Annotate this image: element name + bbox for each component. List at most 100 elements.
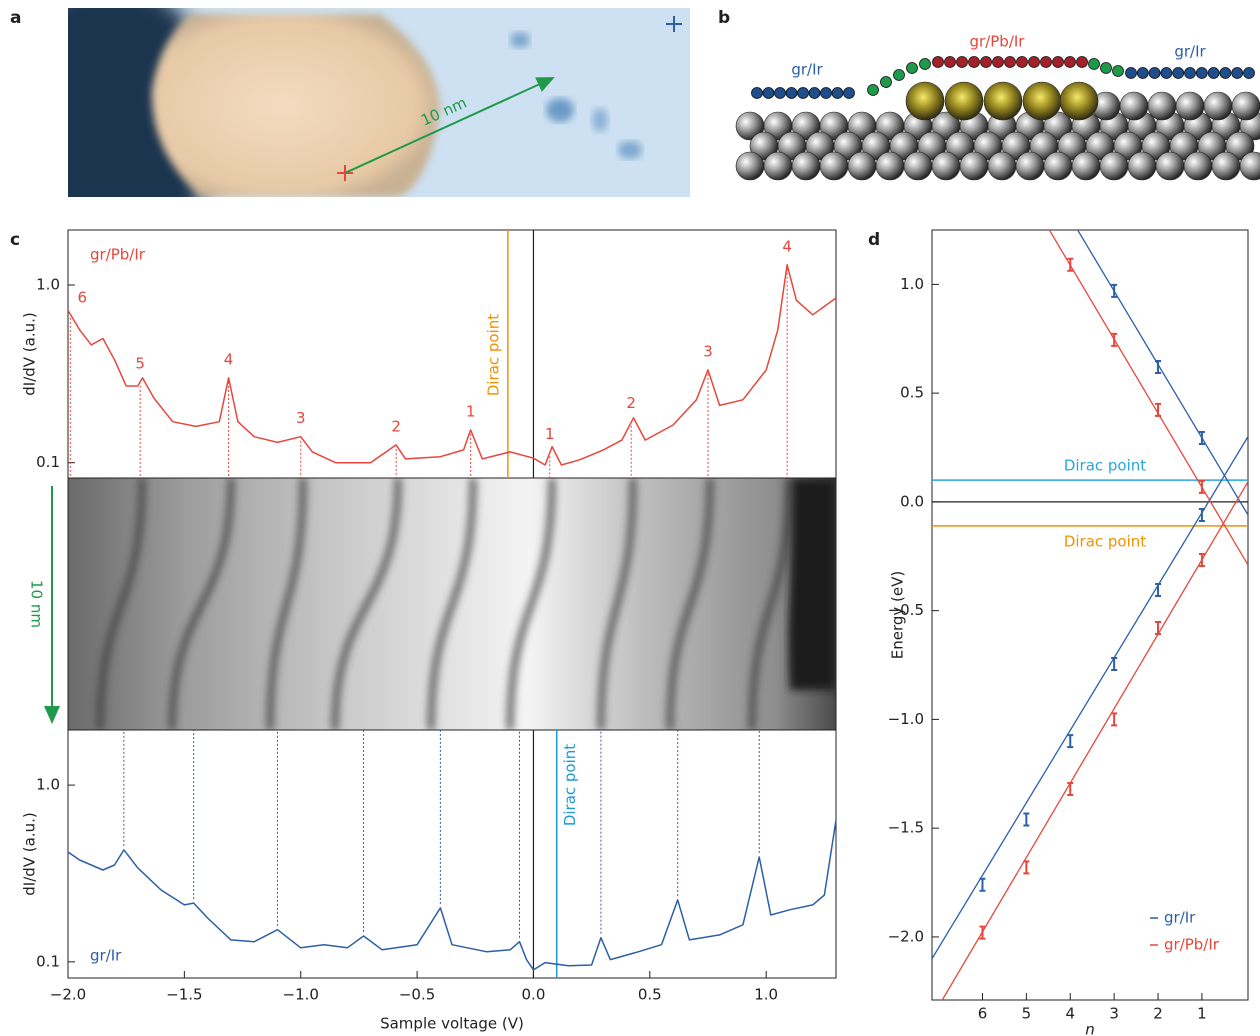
data-point bbox=[1155, 622, 1161, 634]
data-point bbox=[1023, 813, 1029, 825]
carbon bbox=[1244, 68, 1255, 79]
dirac-label: Dirac point bbox=[1064, 532, 1146, 550]
atom bbox=[1128, 152, 1156, 180]
carbon bbox=[993, 57, 1004, 68]
x-tick-label: −1.0 bbox=[283, 986, 319, 1004]
peak-label: 6 bbox=[78, 288, 88, 306]
peak-label: 3 bbox=[296, 409, 306, 427]
carbon bbox=[1017, 57, 1028, 68]
atom bbox=[1060, 82, 1098, 120]
carbon bbox=[1149, 68, 1160, 79]
x-tick-label: 6 bbox=[978, 1005, 988, 1023]
plot-frame bbox=[68, 230, 836, 478]
peak-label: 4 bbox=[782, 237, 792, 255]
x-tick-label: 5 bbox=[1022, 1005, 1032, 1023]
panel-label: c bbox=[10, 230, 20, 250]
peak-label: 5 bbox=[135, 354, 145, 372]
y-tick-label: 1.0 bbox=[36, 276, 60, 294]
carbon bbox=[1137, 68, 1148, 79]
y-tick-label: −1.5 bbox=[888, 819, 924, 837]
atom bbox=[1100, 152, 1128, 180]
x-tick-label: 0.5 bbox=[638, 986, 662, 1004]
carbon bbox=[844, 88, 855, 99]
x-axis-label: n bbox=[1085, 1021, 1095, 1036]
atom bbox=[736, 152, 764, 180]
carbon bbox=[763, 88, 774, 99]
y-axis-label: dI/dV (a.u.) bbox=[21, 312, 39, 396]
carbon bbox=[969, 57, 980, 68]
spectrum-line bbox=[68, 265, 836, 465]
dirac-label: Dirac point bbox=[1064, 457, 1146, 475]
data-point bbox=[979, 879, 985, 891]
y-tick-label: −1.0 bbox=[888, 710, 924, 728]
atom bbox=[984, 82, 1022, 120]
atom bbox=[1232, 92, 1260, 120]
carbon bbox=[1208, 68, 1219, 79]
atom bbox=[1176, 92, 1204, 120]
plot-frame bbox=[932, 230, 1248, 1000]
carbon bbox=[1029, 57, 1040, 68]
carbon bbox=[1232, 68, 1243, 79]
legend-label: gr/Ir bbox=[1164, 909, 1196, 927]
atom bbox=[988, 152, 1016, 180]
atom bbox=[1072, 152, 1100, 180]
spectrum-line bbox=[68, 820, 836, 970]
peak-label: 3 bbox=[703, 342, 713, 360]
y-tick-label: 1.0 bbox=[900, 275, 924, 293]
atom bbox=[1120, 92, 1148, 120]
atom bbox=[1184, 152, 1212, 180]
map-scale-label: 10 nm bbox=[28, 580, 46, 628]
y-axis-label: Energy (eV) bbox=[889, 571, 907, 659]
carbon bbox=[1077, 57, 1088, 68]
dirac-label: Dirac point bbox=[484, 314, 502, 396]
atom bbox=[876, 152, 904, 180]
y-tick-label: 0.1 bbox=[36, 453, 60, 471]
plot-frame bbox=[68, 730, 836, 978]
carbon bbox=[1185, 68, 1196, 79]
carbon bbox=[1196, 68, 1207, 79]
x-tick-label: 1.0 bbox=[754, 986, 778, 1004]
atom bbox=[1204, 92, 1232, 120]
data-point bbox=[1111, 658, 1117, 670]
carbon bbox=[1101, 63, 1112, 74]
carbon bbox=[945, 57, 956, 68]
carbon bbox=[920, 59, 931, 70]
x-tick-label: −0.5 bbox=[399, 986, 435, 1004]
y-tick-label: 0.1 bbox=[36, 952, 60, 970]
carbon bbox=[786, 88, 797, 99]
panel-label: b bbox=[718, 8, 730, 28]
atom bbox=[960, 152, 988, 180]
carbon bbox=[1113, 66, 1124, 77]
carbon bbox=[1089, 59, 1100, 70]
x-tick-label: 0.0 bbox=[522, 986, 546, 1004]
carbon bbox=[981, 57, 992, 68]
carbon bbox=[1220, 68, 1231, 79]
carbon bbox=[752, 88, 763, 99]
atom bbox=[1212, 152, 1240, 180]
data-point bbox=[1199, 509, 1205, 521]
atom bbox=[932, 152, 960, 180]
y-axis-label: dI/dV (a.u.) bbox=[21, 812, 39, 896]
y-tick-label: −2.0 bbox=[888, 927, 924, 945]
carbon bbox=[868, 85, 879, 96]
carbon bbox=[1005, 57, 1016, 68]
carbon bbox=[1065, 57, 1076, 68]
carbon bbox=[1053, 57, 1064, 68]
atom bbox=[904, 152, 932, 180]
atom bbox=[1016, 152, 1044, 180]
carbon bbox=[775, 88, 786, 99]
peak-label: 1 bbox=[545, 425, 555, 443]
peak-label: 1 bbox=[466, 402, 476, 420]
carbon bbox=[1173, 68, 1184, 79]
atom bbox=[1044, 152, 1072, 180]
data-point bbox=[1067, 735, 1073, 747]
figure: a 10 nm b gr/Ir gr/Pb/Ir gr/Ir c bbox=[0, 0, 1260, 1036]
series-label: gr/Ir bbox=[90, 947, 122, 965]
atom bbox=[1156, 152, 1184, 180]
atom bbox=[945, 82, 983, 120]
peak-label: 4 bbox=[224, 350, 234, 368]
peak-label: 2 bbox=[391, 417, 401, 435]
peak-label: 2 bbox=[626, 394, 636, 412]
carbon bbox=[933, 57, 944, 68]
x-tick-label: −2.0 bbox=[50, 986, 86, 1004]
